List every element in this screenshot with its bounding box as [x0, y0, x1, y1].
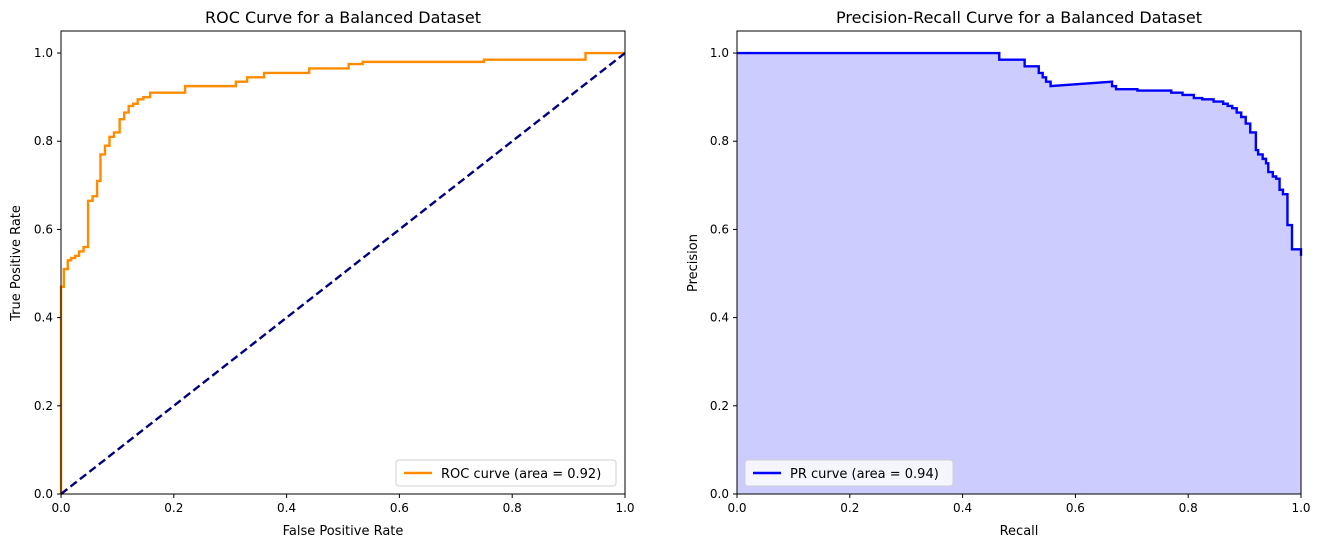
pr-legend-box [744, 459, 954, 487]
roc-x-tick-label: 0.2 [164, 501, 183, 515]
pr-x-axis-label: Recall [1000, 524, 1039, 539]
roc-chart: ROC Curve for a Balanced Dataset False P… [9, 8, 635, 539]
roc-x-tick-label: 1.0 [615, 501, 634, 515]
roc-y-axis-label: True Positive Rate [9, 205, 24, 322]
pr-y-tick-label: 0.6 [710, 222, 729, 236]
pr-x-tick-label: 0.0 [727, 501, 746, 515]
pr-y-tick-label: 0.8 [710, 134, 729, 148]
pr-x-tick-label: 1.0 [1291, 501, 1310, 515]
pr-y-tick-label: 0.2 [710, 399, 729, 413]
pr-legend: PR curve (area = 0.94) [744, 459, 954, 487]
roc-y-tick-label: 0.0 [34, 487, 53, 501]
roc-x-axis-label: False Positive Rate [283, 524, 404, 539]
roc-y-tick-label: 0.8 [34, 134, 53, 148]
roc-x-tick-label: 0.6 [390, 501, 409, 515]
pr-chart: Precision-Recall Curve for a Balanced Da… [686, 8, 1311, 539]
pr-area-fill [737, 53, 1301, 495]
roc-x-tick-label: 0.4 [277, 501, 296, 515]
roc-plot-area [59, 51, 626, 495]
pr-y-tick-label: 0.0 [710, 487, 729, 501]
pr-plot-area [737, 51, 1303, 495]
pr-chart-title: Precision-Recall Curve for a Balanced Da… [836, 8, 1202, 27]
pr-x-tick-label: 0.8 [1179, 501, 1198, 515]
pr-y-tick-label: 0.4 [710, 311, 729, 325]
roc-y-tick-label: 0.4 [34, 311, 53, 325]
pr-x-tick-label: 0.6 [1066, 501, 1085, 515]
pr-axes-frame [736, 30, 1302, 495]
roc-legend-box [395, 459, 617, 487]
pr-x-tick-label: 0.4 [953, 501, 972, 515]
roc-y-tick-label: 0.6 [34, 222, 53, 236]
pr-x-tick-label: 0.2 [840, 501, 859, 515]
pr-y-tick-label: 1.0 [710, 46, 729, 60]
pr-series-line-curve [737, 51, 1303, 256]
roc-legend: ROC curve (area = 0.92) [395, 459, 617, 487]
roc-y-tick-label: 1.0 [34, 46, 53, 60]
roc-x-tick-label: 0.0 [51, 501, 70, 515]
roc-chart-title: ROC Curve for a Balanced Dataset [205, 8, 481, 27]
pr-ticks: 0.0 0.2 0.4 0.6 0.8 1.0 0.0 0.2 0.4 0.6 0.8 1.0 [710, 46, 1311, 515]
roc-axes-frame [60, 30, 626, 495]
roc-x-tick-label: 0.8 [503, 501, 522, 515]
pr-legend-label: PR curve (area = 0.94) [790, 467, 939, 482]
pr-y-axis-label: Precision [686, 234, 701, 292]
roc-series-line-curve [59, 51, 625, 494]
roc-legend-label: ROC curve (area = 0.92) [441, 467, 601, 482]
roc-y-tick-label: 0.2 [34, 399, 53, 413]
roc-ticks: 0.0 0.2 0.4 0.6 0.8 1.0 0.0 0.2 0.4 0.6 0.8 1.0 [34, 46, 635, 515]
